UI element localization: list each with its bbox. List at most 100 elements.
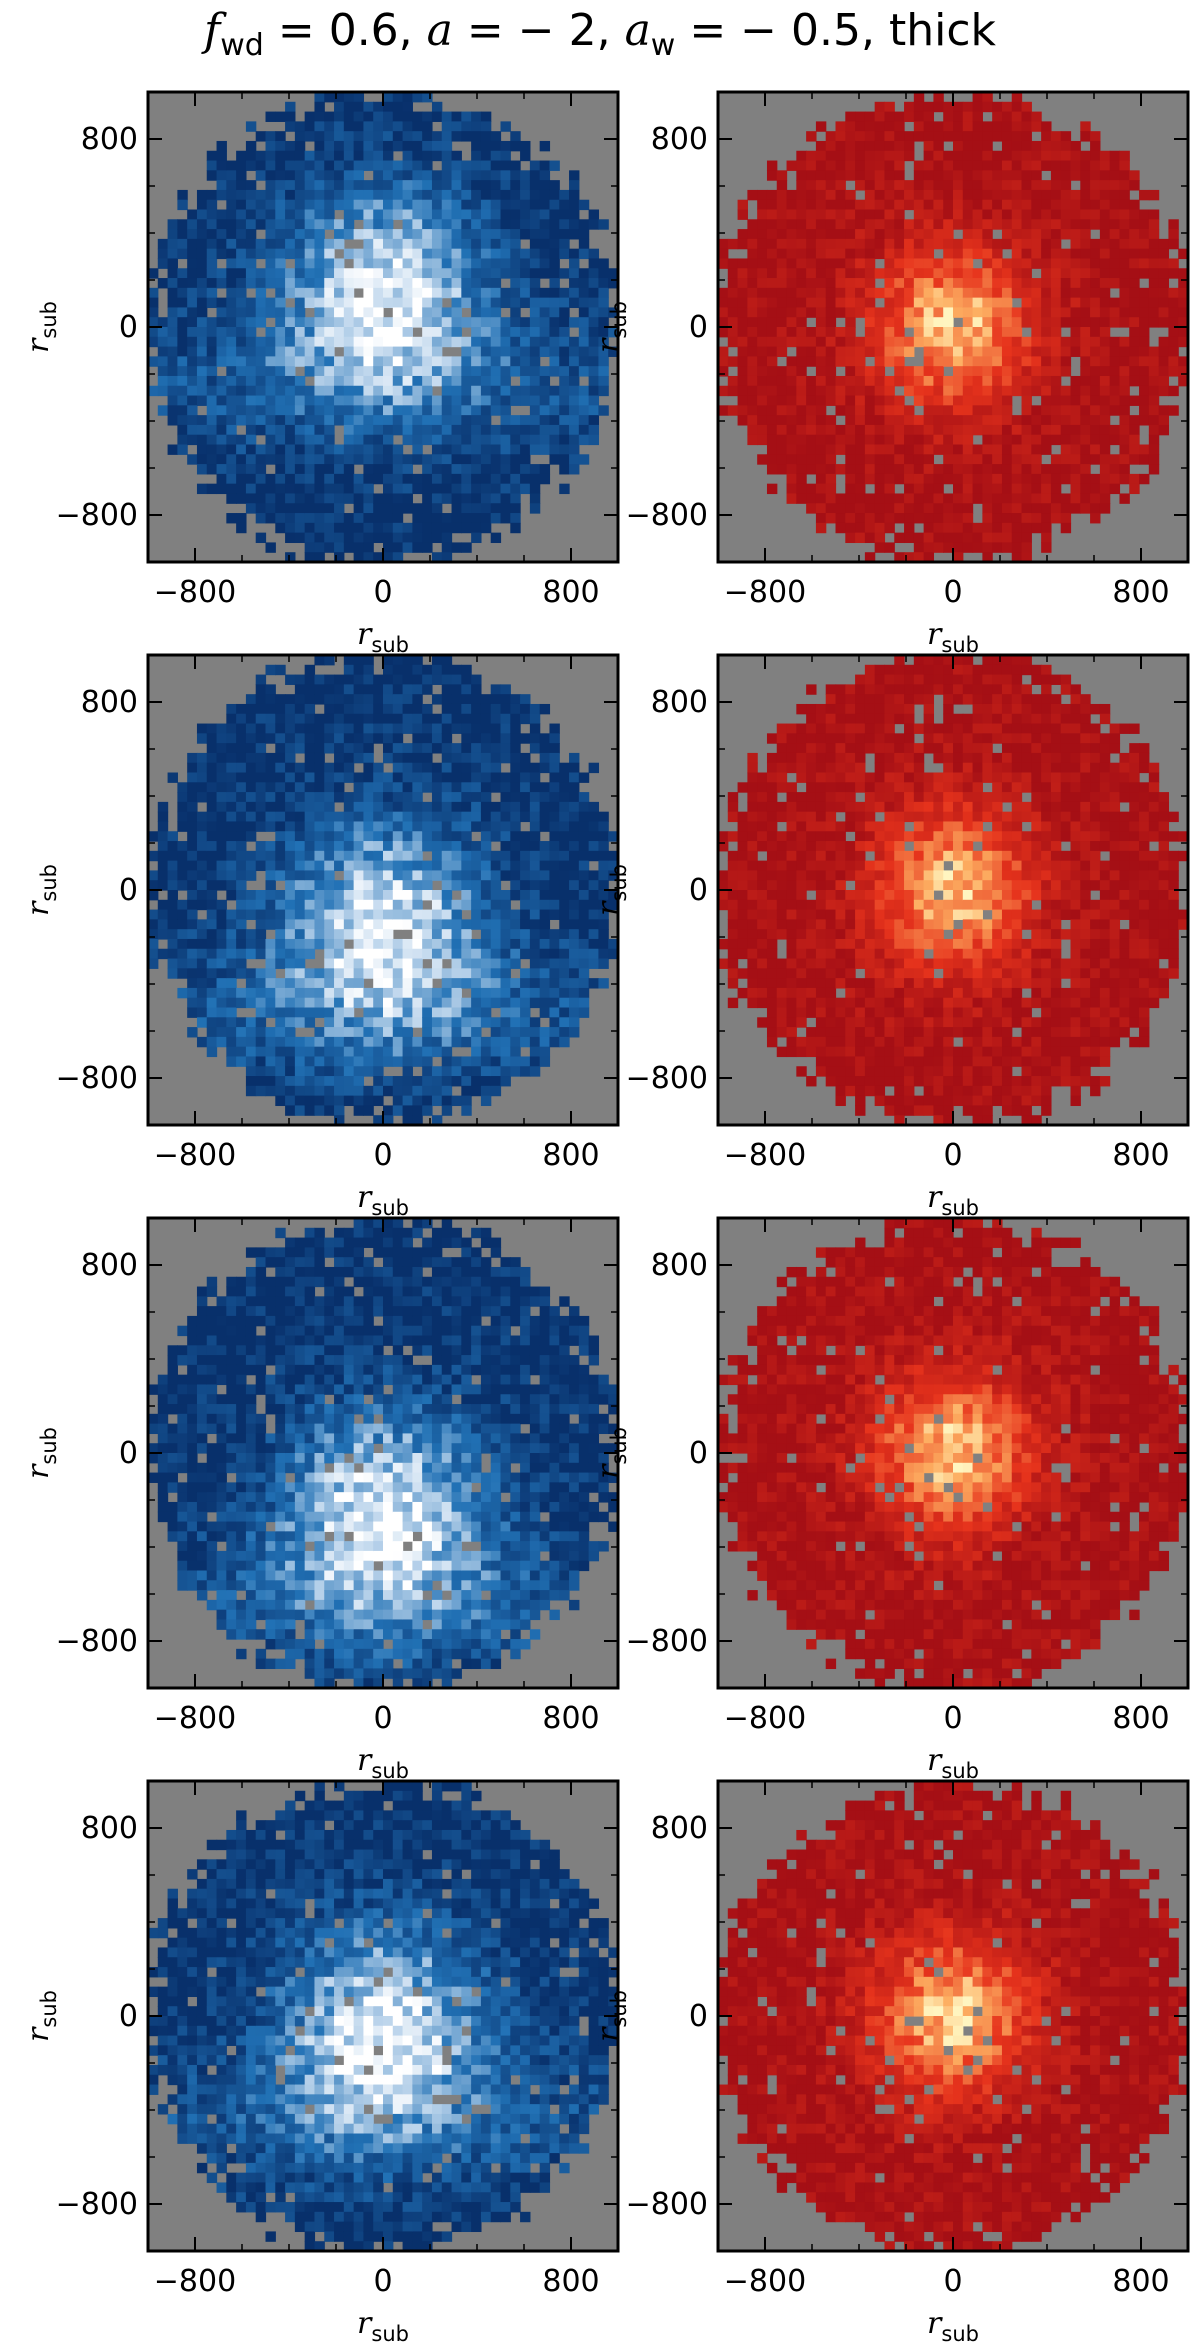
heatmap-cell <box>825 444 837 455</box>
heatmap-cell <box>187 307 198 318</box>
heatmap-cell <box>471 987 482 999</box>
heatmap-cell <box>608 327 618 338</box>
heatmap-cell <box>490 870 502 881</box>
heatmap-cell <box>451 317 462 328</box>
heatmap-cell <box>904 375 915 387</box>
heatmap-cell <box>943 131 954 142</box>
heatmap-cell <box>1158 424 1170 436</box>
heatmap-cell <box>1011 483 1023 495</box>
heatmap-cell <box>747 297 758 309</box>
heatmap-cell <box>718 327 729 338</box>
heatmap-cell <box>461 1076 472 1087</box>
heatmap-cell <box>549 297 560 309</box>
heatmap-cell <box>471 473 482 485</box>
heatmap-cell <box>500 248 511 260</box>
heatmap-cell <box>1119 258 1130 269</box>
heatmap-cell <box>766 385 778 397</box>
heatmap-cell <box>835 258 846 269</box>
heatmap-cell <box>265 752 276 764</box>
heatmap-cell <box>766 444 778 455</box>
heatmap-cell <box>1080 278 1091 289</box>
heatmap-cell <box>874 356 886 367</box>
heatmap-cell <box>1041 140 1052 152</box>
heatmap-cell <box>412 772 423 783</box>
heatmap-cell <box>943 405 954 416</box>
heatmap-cell <box>245 694 257 705</box>
heatmap-cell <box>334 336 345 348</box>
heatmap-cell <box>864 209 876 220</box>
heatmap-cell <box>806 493 817 504</box>
heatmap-cell <box>933 434 944 446</box>
heatmap-cell <box>1050 189 1062 201</box>
heatmap-cell <box>972 229 983 240</box>
heatmap-cell <box>157 385 169 397</box>
heatmap-cell <box>402 140 413 152</box>
heatmap-cell <box>461 542 472 553</box>
heatmap-cell <box>845 317 856 328</box>
heatmap-cell <box>441 287 453 299</box>
heatmap-cell <box>255 752 267 764</box>
heatmap-cell <box>177 415 188 426</box>
heatmap-cell <box>216 801 227 813</box>
heatmap-cell <box>236 209 247 220</box>
heatmap-cell <box>334 464 345 475</box>
heatmap-cell <box>923 532 935 544</box>
heatmap-cell <box>441 336 453 348</box>
heatmap-cell <box>884 385 895 397</box>
heatmap-cell <box>461 297 472 309</box>
heatmap-cell <box>480 890 492 901</box>
heatmap-cell <box>1070 229 1081 240</box>
heatmap-cell <box>598 278 609 289</box>
heatmap-cell <box>353 880 365 891</box>
heatmap-cell <box>343 850 355 862</box>
heatmap-cell <box>392 92 404 103</box>
heatmap-cell <box>383 703 394 715</box>
heatmap-cell <box>402 483 413 495</box>
heatmap-cell <box>314 327 325 338</box>
heatmap-cell <box>766 278 778 289</box>
heatmap-cell <box>835 522 846 534</box>
heatmap-cell <box>206 1007 218 1018</box>
heatmap-cell <box>255 684 267 695</box>
heatmap-cell <box>520 762 531 774</box>
heatmap-cell <box>1178 297 1188 309</box>
heatmap-cell <box>529 444 541 455</box>
heatmap-cell <box>334 405 345 416</box>
heatmap-cell <box>275 268 286 279</box>
heatmap-cell <box>363 415 374 426</box>
heatmap-cell <box>431 189 443 201</box>
heatmap-cell <box>786 483 797 495</box>
heatmap-cell <box>471 464 482 475</box>
heatmap-cell <box>569 415 580 426</box>
heatmap-cell <box>471 860 482 872</box>
heatmap-cell <box>226 1056 237 1067</box>
heatmap-cell <box>206 899 218 911</box>
heatmap-cell <box>962 405 974 416</box>
heatmap-cell <box>845 111 856 122</box>
heatmap-cell <box>1168 405 1179 416</box>
heatmap-cell <box>314 532 325 544</box>
heatmap-cell <box>855 444 866 455</box>
heatmap-cell <box>226 268 237 279</box>
heatmap-cell <box>471 170 482 181</box>
heatmap-cell <box>923 101 935 113</box>
heatmap-cell <box>480 987 492 999</box>
heatmap-cell <box>588 278 600 289</box>
heatmap-cell <box>324 180 335 191</box>
heatmap-cell <box>324 434 335 446</box>
heatmap-cell <box>304 454 316 465</box>
heatmap-cell <box>1090 238 1101 250</box>
heatmap-cell <box>255 1085 267 1097</box>
heatmap-cell <box>245 870 257 881</box>
heatmap-cell <box>1021 131 1032 142</box>
heatmap-cell <box>953 170 964 181</box>
heatmap-cell <box>569 385 580 397</box>
heatmap-cell <box>490 297 502 309</box>
heatmap-cell <box>796 464 807 475</box>
heatmap-cell <box>757 434 768 446</box>
heatmap-cell <box>953 424 964 436</box>
heatmap-cell <box>529 356 541 367</box>
heatmap-cell <box>412 674 423 685</box>
heatmap-cell <box>1041 424 1052 436</box>
heatmap-cell <box>953 513 964 524</box>
